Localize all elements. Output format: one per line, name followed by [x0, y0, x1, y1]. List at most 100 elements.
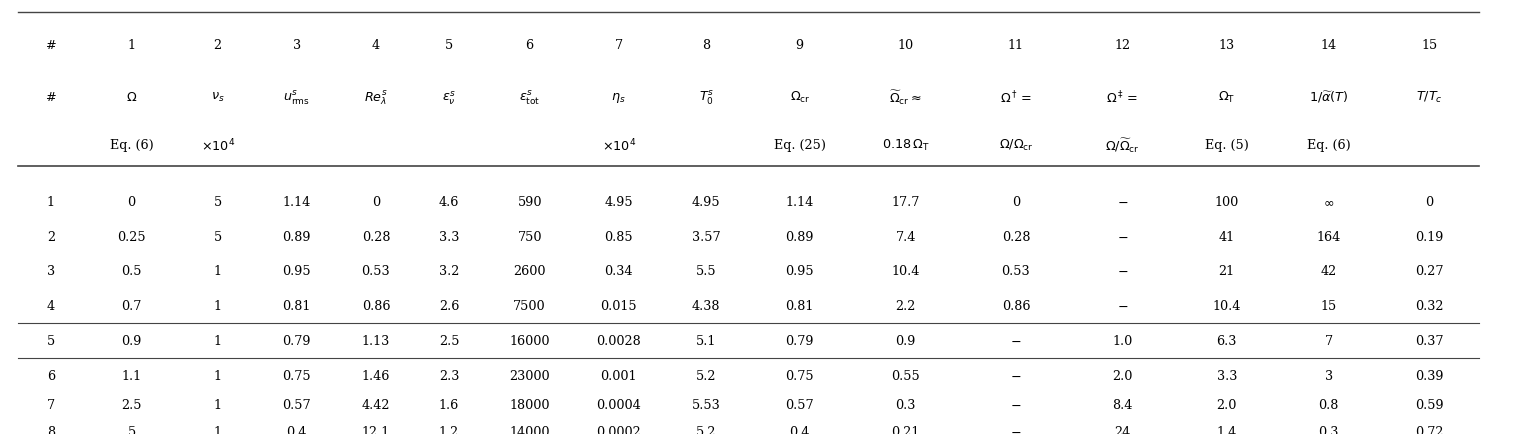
Text: 1.1: 1.1	[122, 369, 142, 382]
Text: $-$: $-$	[1011, 398, 1021, 411]
Text: 3: 3	[47, 265, 55, 278]
Text: 0.57: 0.57	[785, 398, 814, 411]
Text: 13: 13	[1219, 39, 1234, 52]
Text: 11: 11	[1008, 39, 1024, 52]
Text: Eq. (6): Eq. (6)	[110, 139, 154, 152]
Text: 15: 15	[1321, 299, 1336, 312]
Text: $-$: $-$	[1117, 299, 1128, 312]
Text: 0.81: 0.81	[283, 299, 310, 312]
Text: $-$: $-$	[1011, 369, 1021, 382]
Text: 5.5: 5.5	[696, 265, 717, 278]
Text: 2600: 2600	[513, 265, 546, 278]
Text: $\nu_s$: $\nu_s$	[212, 91, 224, 104]
Text: 0.015: 0.015	[600, 299, 638, 312]
Text: $1/\widetilde{\alpha}(T)$: $1/\widetilde{\alpha}(T)$	[1309, 90, 1348, 105]
Text: $-$: $-$	[1117, 265, 1128, 278]
Text: 0.95: 0.95	[785, 265, 814, 278]
Text: 0.19: 0.19	[1415, 230, 1443, 243]
Text: 2.5: 2.5	[438, 334, 460, 347]
Text: 0.8: 0.8	[1318, 398, 1339, 411]
Text: 0.001: 0.001	[601, 369, 636, 382]
Text: 18000: 18000	[510, 398, 549, 411]
Text: 2.0: 2.0	[1216, 398, 1237, 411]
Text: 4.6: 4.6	[438, 195, 460, 208]
Text: 0.25: 0.25	[117, 230, 146, 243]
Text: 7: 7	[615, 39, 622, 52]
Text: 16000: 16000	[510, 334, 549, 347]
Text: $\Omega_{\rm T}$: $\Omega_{\rm T}$	[1218, 90, 1236, 105]
Text: 0.79: 0.79	[785, 334, 814, 347]
Text: 0.0004: 0.0004	[597, 398, 641, 411]
Text: 4.42: 4.42	[362, 398, 390, 411]
Text: 3.3: 3.3	[1216, 369, 1237, 382]
Text: $\Omega/\widetilde{\Omega}_{\rm cr}$: $\Omega/\widetilde{\Omega}_{\rm cr}$	[1105, 136, 1140, 155]
Text: 0.81: 0.81	[785, 299, 814, 312]
Text: 0.9: 0.9	[122, 334, 142, 347]
Text: 1.4: 1.4	[1216, 425, 1237, 434]
Text: 4: 4	[47, 299, 55, 312]
Text: 1: 1	[213, 398, 222, 411]
Text: $T^s_0$: $T^s_0$	[699, 89, 714, 106]
Text: 14: 14	[1321, 39, 1336, 52]
Text: 0: 0	[1012, 195, 1020, 208]
Text: 5.1: 5.1	[696, 334, 717, 347]
Text: 0.55: 0.55	[892, 369, 919, 382]
Text: 6: 6	[47, 369, 55, 382]
Text: 1: 1	[213, 265, 222, 278]
Text: 4: 4	[371, 39, 380, 52]
Text: 4.95: 4.95	[604, 195, 633, 208]
Text: 0.0002: 0.0002	[597, 425, 641, 434]
Text: 4.38: 4.38	[693, 299, 720, 312]
Text: 3.2: 3.2	[438, 265, 460, 278]
Text: 0.86: 0.86	[1001, 299, 1030, 312]
Text: 0.37: 0.37	[1415, 334, 1443, 347]
Text: 2: 2	[213, 39, 222, 52]
Text: 9: 9	[796, 39, 804, 52]
Text: 0: 0	[1425, 195, 1434, 208]
Text: 1.2: 1.2	[438, 425, 460, 434]
Text: 2.6: 2.6	[438, 299, 460, 312]
Text: 17.7: 17.7	[892, 195, 919, 208]
Text: 1.0: 1.0	[1113, 334, 1132, 347]
Text: 0.21: 0.21	[892, 425, 919, 434]
Text: 0.0028: 0.0028	[597, 334, 641, 347]
Text: 23000: 23000	[510, 369, 549, 382]
Text: 5: 5	[213, 195, 222, 208]
Text: 24: 24	[1114, 425, 1131, 434]
Text: $\varepsilon^s_\nu$: $\varepsilon^s_\nu$	[441, 89, 457, 106]
Text: $Re^s_\lambda$: $Re^s_\lambda$	[364, 89, 388, 106]
Text: 0.27: 0.27	[1415, 265, 1443, 278]
Text: 100: 100	[1215, 195, 1239, 208]
Text: 0.53: 0.53	[1001, 265, 1030, 278]
Text: 2.3: 2.3	[438, 369, 460, 382]
Text: 4.95: 4.95	[693, 195, 720, 208]
Text: 0.4: 0.4	[286, 425, 307, 434]
Text: 3: 3	[292, 39, 301, 52]
Text: 3: 3	[1324, 369, 1333, 382]
Text: 1.14: 1.14	[785, 195, 814, 208]
Text: 0.85: 0.85	[604, 230, 633, 243]
Text: $\Omega^\dagger =$: $\Omega^\dagger =$	[1000, 89, 1032, 106]
Text: 1: 1	[213, 299, 222, 312]
Text: 2.2: 2.2	[895, 299, 916, 312]
Text: $-$: $-$	[1117, 230, 1128, 243]
Text: 590: 590	[517, 195, 542, 208]
Text: 10: 10	[898, 39, 913, 52]
Text: 0.3: 0.3	[895, 398, 916, 411]
Text: $\eta_s$: $\eta_s$	[612, 91, 626, 105]
Text: 0: 0	[371, 195, 380, 208]
Text: $u^s_{\rm rms}$: $u^s_{\rm rms}$	[283, 89, 310, 106]
Text: 7.4: 7.4	[895, 230, 916, 243]
Text: 164: 164	[1317, 230, 1341, 243]
Text: Eq. (6): Eq. (6)	[1307, 139, 1350, 152]
Text: 5: 5	[444, 39, 454, 52]
Text: 21: 21	[1219, 265, 1234, 278]
Text: 0.4: 0.4	[790, 425, 810, 434]
Text: 8.4: 8.4	[1113, 398, 1132, 411]
Text: 0.59: 0.59	[1415, 398, 1443, 411]
Text: 10.4: 10.4	[892, 265, 919, 278]
Text: $\times 10^4$: $\times 10^4$	[201, 137, 234, 154]
Text: 6: 6	[525, 39, 534, 52]
Text: 1.46: 1.46	[362, 369, 390, 382]
Text: 5.2: 5.2	[696, 369, 717, 382]
